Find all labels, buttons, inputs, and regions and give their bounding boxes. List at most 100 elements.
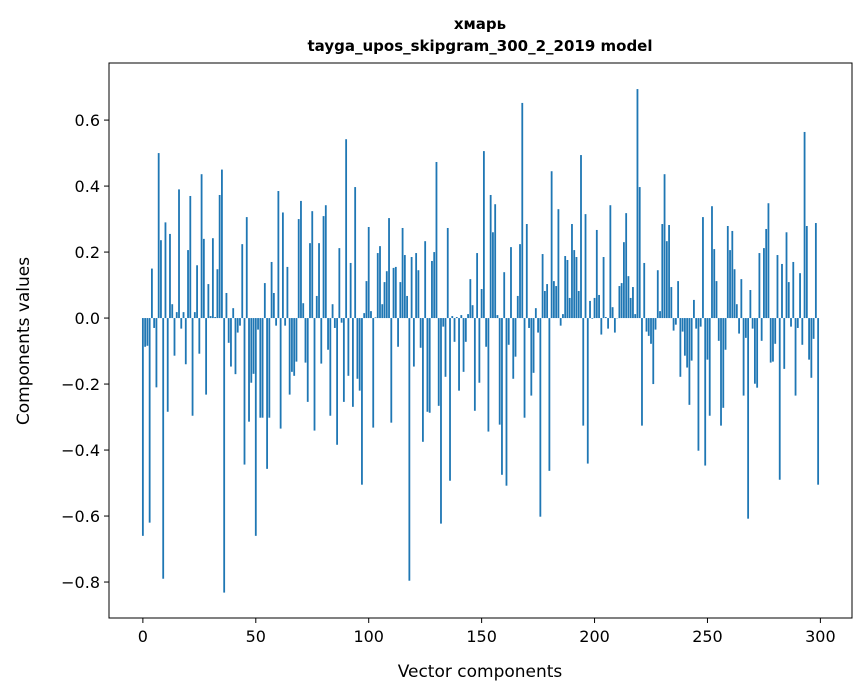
y-axis-label: Components values: [14, 257, 34, 425]
bar-185: [559, 318, 562, 326]
bar-28: [205, 318, 208, 395]
bar-196: [584, 214, 587, 319]
bar-150: [480, 289, 483, 319]
bar-222: [643, 262, 646, 319]
bar-162: [507, 318, 510, 345]
bar-218: [634, 314, 637, 319]
bar-60: [277, 191, 280, 319]
bar-288: [792, 261, 795, 319]
bar-8: [160, 240, 162, 319]
bar-74: [309, 243, 311, 319]
bar-50: [254, 318, 257, 536]
bar-180: [548, 318, 551, 471]
bar-152: [485, 318, 488, 347]
bar-246: [697, 318, 700, 451]
bar-293: [803, 131, 806, 319]
bar-32: [214, 317, 217, 319]
bar-59: [275, 318, 278, 326]
bar-66: [291, 318, 293, 372]
y-tick-label: −0.2: [61, 375, 100, 394]
bar-282: [778, 318, 781, 480]
bar-249: [704, 318, 707, 466]
bar-97: [361, 318, 363, 485]
bar-71: [302, 303, 305, 319]
bar-56: [268, 318, 271, 418]
bar-83: [329, 318, 332, 416]
y-tick-label: 0.4: [75, 177, 100, 196]
bar-195: [582, 318, 585, 426]
bar-225: [650, 318, 652, 344]
bar-241: [686, 318, 689, 368]
bar-133: [442, 318, 445, 327]
bar-201: [595, 229, 598, 319]
bar-275: [763, 248, 765, 319]
bar-155: [492, 232, 494, 319]
bar-61: [279, 318, 282, 429]
y-tick-label: −0.4: [61, 441, 100, 460]
bar-21: [189, 195, 192, 319]
bar-129: [433, 252, 436, 319]
x-tick-label: 100: [353, 627, 384, 646]
bar-198: [589, 300, 591, 319]
bar-262: [733, 269, 736, 319]
bar-76: [313, 318, 316, 431]
bar-245: [695, 318, 698, 329]
bar-40: [232, 308, 235, 319]
bar-58: [272, 292, 275, 319]
bar-126: [426, 318, 429, 412]
bar-19: [184, 318, 187, 365]
bar-96: [358, 318, 361, 391]
bar-256: [720, 318, 722, 426]
bar-291: [799, 273, 801, 319]
bar-132: [440, 318, 442, 524]
bar-63: [284, 318, 287, 326]
x-axis-ticks: 0 50 100 150 200 250 300: [138, 618, 836, 646]
bar-12: [169, 233, 171, 319]
bar-167: [519, 244, 521, 319]
x-tick-label: 150: [466, 627, 497, 646]
bar-39: [230, 318, 232, 367]
bar-139: [455, 317, 458, 319]
bar-116: [403, 255, 406, 319]
bar-174: [534, 308, 537, 319]
bar-38: [227, 318, 230, 343]
bar-263: [735, 304, 738, 319]
x-tick-label: 250: [692, 627, 723, 646]
bar-81: [324, 205, 327, 319]
bar-160: [503, 272, 506, 319]
bar-197: [586, 318, 589, 464]
bar-223: [645, 318, 648, 332]
bar-186: [562, 314, 564, 319]
bar-219: [636, 89, 639, 319]
bar-234: [670, 287, 673, 319]
bar-10: [164, 222, 167, 319]
bar-260: [729, 250, 731, 319]
x-axis-label: Vector components: [398, 662, 563, 682]
bar-37: [225, 292, 228, 319]
plot-frame: [108, 62, 853, 619]
bar-270: [751, 318, 754, 329]
bar-45: [243, 318, 246, 465]
bar-49: [252, 318, 255, 374]
bar-258: [724, 318, 727, 350]
bar-80: [322, 216, 325, 319]
bar-179: [546, 284, 549, 319]
bar-248: [702, 217, 704, 319]
bar-128: [431, 260, 433, 319]
bar-238: [679, 318, 682, 377]
bar-123: [419, 318, 422, 348]
bar-295: [808, 318, 810, 360]
bar-52: [259, 318, 262, 418]
bar-42: [236, 318, 239, 333]
bar-90: [345, 139, 348, 319]
bar-143: [464, 318, 467, 342]
bar-101: [370, 311, 372, 319]
bar-51: [257, 318, 259, 330]
bar-296: [810, 318, 813, 378]
bar-104: [376, 253, 379, 319]
bar-259: [726, 226, 729, 319]
bar-84: [331, 304, 334, 319]
bar-230: [661, 224, 664, 319]
bar-69: [297, 219, 300, 319]
bar-176: [539, 318, 542, 517]
